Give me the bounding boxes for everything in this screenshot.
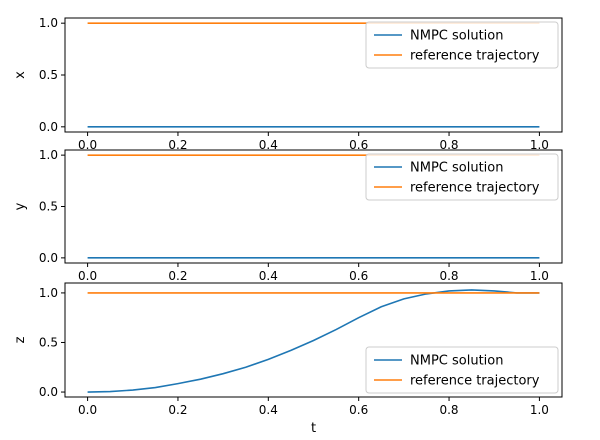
x-axis-label: t [311,421,316,436]
legend: NMPC solution reference trajectory [365,153,559,201]
x-tick-label: 0.0 [78,403,97,417]
axes-frame [64,282,563,398]
x-tick-label: 0.8 [439,403,458,417]
x-tick-label: 0.0 [78,138,97,152]
x-tick-label: 0.4 [259,138,278,152]
y-axis-label: z [13,336,28,343]
x-tick-label: 1.0 [530,403,549,417]
legend-box [365,346,559,394]
legend-label: reference trajectory [410,181,540,196]
legend-label: reference trajectory [410,374,540,389]
legend-box [365,153,559,201]
x-tick-label: 0.4 [259,269,278,283]
subplot-y: 0.0 0.2 0.4 0.6 0.8 1.0 0.0 0.5 1.0 y NMPC solutio… [13,148,563,283]
x-tick-label: 0.6 [349,138,368,152]
legend-label: reference trajectory [410,49,540,64]
x-tick-label: 1.0 [530,269,549,283]
y-tick-label: 1.0 [39,286,58,300]
y-axis-label: y [13,202,28,210]
x-tick-label: 0.2 [168,269,187,283]
y-tick-label: 0.0 [39,120,58,134]
y-tick-label: 0.5 [39,335,58,349]
legend: NMPC solution reference trajectory [365,21,559,69]
x-tick-label: 0.6 [349,403,368,417]
x-tick-label: 0.2 [168,138,187,152]
y-tick-label: 1.0 [39,16,58,30]
y-tick-label: 1.0 [39,148,58,162]
y-tick-label: 0.0 [39,251,58,265]
legend-box [365,21,559,69]
x-tick-label: 0.2 [168,403,187,417]
x-tick-label: 0.4 [259,403,278,417]
legend-label: NMPC solution [410,161,503,176]
y-tick-label: 0.5 [39,68,58,82]
x-tick-label: 0.0 [78,269,97,283]
y-tick-label: 0.0 [39,385,58,399]
subplot-z: 0.0 0.2 0.4 0.6 0.8 1.0 0.0 0.5 1.0 z t NMPC soluti… [13,282,563,436]
series-line-nmpc-solution [87,289,540,393]
y-axis-label: x [13,71,28,79]
x-tick-label: 0.6 [349,269,368,283]
subplot-x: 0.0 0.2 0.4 0.6 0.8 1.0 0.0 0.5 1.0 x NMPC solutio… [13,16,563,152]
legend-label: NMPC solution [410,354,503,369]
legend-label: NMPC solution [410,29,503,44]
x-tick-label: 1.0 [530,138,549,152]
x-tick-label: 0.8 [439,138,458,152]
legend: NMPC solution reference trajectory [365,346,559,394]
x-tick-label: 0.8 [439,269,458,283]
y-tick-label: 0.5 [39,200,58,214]
